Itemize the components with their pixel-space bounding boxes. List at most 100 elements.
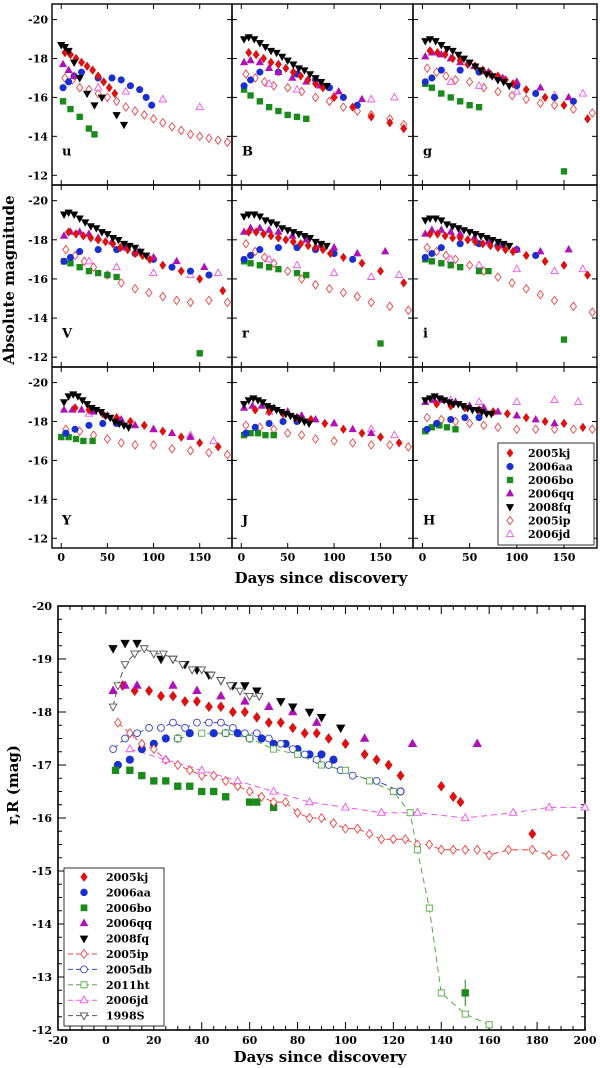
point-2006qq <box>108 685 118 695</box>
point-2006bo <box>72 435 80 443</box>
point-2005kj <box>245 227 253 237</box>
point-2005kj <box>260 229 267 239</box>
point-2006bo <box>67 105 74 113</box>
point-2005ip <box>149 113 158 124</box>
point-2006bo <box>303 115 310 123</box>
point-2005kj <box>395 438 403 448</box>
point-2005kj <box>449 53 457 64</box>
point-2011ht <box>413 846 421 854</box>
point-2008fq <box>244 34 253 42</box>
point-2005ip <box>465 76 474 87</box>
point-2006qq <box>257 401 266 409</box>
band-label: g <box>423 144 432 159</box>
point-2005kj <box>297 239 305 249</box>
point-2005ip <box>260 252 269 263</box>
point-2008fq <box>278 53 287 62</box>
point-2005db <box>396 787 405 796</box>
legend-label: 2006bo <box>528 474 574 487</box>
point-2005ip <box>159 291 167 302</box>
point-2006bo <box>447 262 454 269</box>
point-2008fq <box>86 223 95 231</box>
point-2006jd <box>512 397 522 406</box>
point-2006jd <box>578 264 588 273</box>
point-2006qq <box>274 67 283 75</box>
point-2006qq <box>192 685 202 695</box>
y-tick-label: -20 <box>28 377 48 390</box>
point-2006aa <box>161 734 170 743</box>
point-2005kj <box>584 270 591 280</box>
point-2005ip <box>173 759 182 771</box>
point-2006qq <box>367 428 376 436</box>
point-2006qq <box>58 59 68 68</box>
point-2005ip <box>465 418 474 429</box>
point-2005kj <box>79 231 87 241</box>
point-2006bo <box>253 798 261 806</box>
point-2006qq <box>381 246 390 255</box>
point-2006aa <box>108 74 116 82</box>
point-2008fq <box>276 698 286 707</box>
point-2006aa <box>532 89 540 98</box>
point-2005ip <box>317 812 326 824</box>
point-2006jd <box>390 430 399 439</box>
point-2005ip <box>126 728 134 739</box>
point-2006bo <box>210 787 218 796</box>
point-2005ip <box>353 823 362 834</box>
point-2008fq <box>335 724 346 734</box>
point-2008fq <box>108 235 118 243</box>
point-2005kj <box>358 258 366 268</box>
point-2005ip <box>159 117 167 128</box>
point-2005ip <box>513 424 521 435</box>
panel-H: 0 50 100 150 H <box>412 366 598 564</box>
point-2005ip <box>242 238 250 249</box>
point-2006bo <box>265 103 273 111</box>
bottom-plot: -20 0 20 40 60 80 100 120 140 160 180 200 -20 -19 -18 -… <box>32 600 597 1047</box>
point-2006qq <box>167 428 177 436</box>
point-2005db <box>217 718 225 727</box>
point-2008fq <box>59 211 69 219</box>
panel-frame <box>51 184 233 368</box>
point-2006aa <box>421 253 429 261</box>
point-2005ip <box>140 110 148 120</box>
point-2006qq <box>130 420 140 429</box>
point-1998S <box>216 677 226 686</box>
point-2005kj <box>252 227 260 237</box>
point-2005ip <box>528 844 537 855</box>
point-2005ip <box>131 439 139 450</box>
point-2006aa <box>76 247 84 256</box>
y-tick-label: -12 <box>28 351 48 364</box>
point-2005kj <box>456 233 464 243</box>
point-2005kj <box>146 254 154 265</box>
point-2008fq <box>311 238 320 247</box>
point-2005ip <box>588 108 596 118</box>
point-2005ip <box>205 447 213 458</box>
point-2006bo <box>76 113 83 121</box>
point-2008fq <box>482 235 491 243</box>
point-2006aa <box>65 78 73 86</box>
point-2006qq <box>353 248 362 257</box>
point-2005ip <box>389 834 398 845</box>
point-2005ip <box>325 96 334 107</box>
point-2008fq <box>244 211 253 219</box>
point-2008fq <box>437 42 446 50</box>
point-2008fq <box>283 57 292 66</box>
point-2008fq <box>255 40 264 48</box>
point-2008fq <box>465 229 474 237</box>
point-2006bo <box>85 267 93 275</box>
point-2006jd <box>209 436 218 444</box>
point-2006qq <box>550 418 559 427</box>
legend-box <box>497 442 595 546</box>
point-2005db <box>312 755 321 764</box>
point-2006bo <box>76 264 83 271</box>
point-1998S <box>108 703 118 712</box>
point-2006bo <box>196 350 203 357</box>
point-1998S <box>149 650 159 659</box>
point-2008fq <box>250 211 259 219</box>
point-2005kj <box>384 759 393 771</box>
point-2005kj <box>579 422 587 432</box>
point-2005ip <box>284 266 292 277</box>
point-2005kj <box>131 248 139 259</box>
point-2005kj <box>560 418 568 429</box>
legend-marker <box>79 935 89 944</box>
point-1998S <box>254 692 264 702</box>
point-2005ip <box>205 295 213 306</box>
